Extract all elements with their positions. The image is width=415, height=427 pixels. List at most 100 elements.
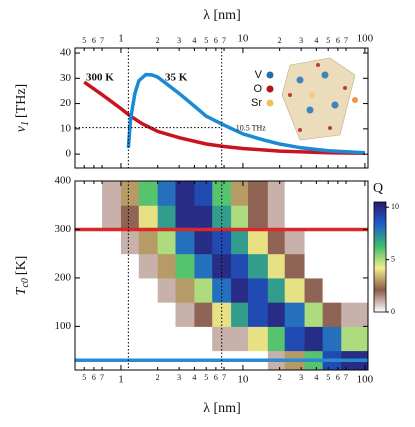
heatmap-cell [341, 229, 368, 255]
x-tick-label: 2 [156, 373, 160, 382]
x-tick-label: 3 [177, 36, 181, 45]
heatmap-cell [322, 253, 342, 279]
atom [352, 97, 358, 103]
plot-area [83, 72, 365, 156]
x-tick-label: 2 [278, 36, 282, 45]
heatmap-cell [267, 205, 286, 230]
x-tick-label: 4 [192, 36, 196, 45]
x-tick-label: 3 [299, 36, 303, 45]
y-label-symbol: T [14, 286, 29, 295]
legend-swatch [266, 71, 274, 79]
heatmap-cell [267, 253, 286, 279]
series-label: 35 K [165, 72, 188, 84]
heatmap-cell [175, 229, 195, 255]
heatmap-cell [120, 253, 140, 279]
heatmap-cell [102, 277, 122, 303]
heatmap-cell [284, 181, 306, 206]
heatmap-cell [231, 277, 249, 303]
heatmap-cell [138, 229, 159, 255]
heatmap-cell [304, 253, 324, 279]
atom [298, 128, 302, 132]
x-tick-label: 7 [222, 36, 226, 45]
x-tick-label: 5 [82, 373, 86, 382]
heatmap-cell [157, 253, 176, 279]
series-label: 300 K [86, 72, 114, 84]
series-line [126, 72, 365, 155]
heatmap-cell [247, 229, 269, 255]
heatmap-cell [341, 205, 368, 230]
x-tick-label: 4 [192, 373, 196, 382]
heatmap-cell [304, 205, 324, 230]
legend-label: V [255, 69, 263, 81]
heatmap-cell [231, 326, 249, 352]
y-tick-label: 300 [55, 223, 72, 235]
heatmap-cell [284, 253, 306, 279]
x-tick-label: 7 [100, 36, 104, 45]
colorbar [373, 201, 387, 313]
heatmap-cell [341, 253, 368, 279]
colorbar-tick-label: 5 [391, 254, 395, 263]
x-tick-label: 6 [214, 36, 218, 45]
heatmap-cell [194, 302, 213, 327]
heatmap-cell [341, 302, 368, 327]
heatmap-cell [75, 326, 103, 352]
heatmap-cell [120, 326, 140, 352]
y-tick-label: 30 [60, 72, 72, 84]
heatmap-cell [284, 277, 306, 303]
heatmap-cell [175, 302, 195, 327]
x-tick-label: 1 [118, 374, 124, 386]
heatmap-cell [75, 205, 103, 230]
heatmap-cell [157, 326, 176, 352]
heatmap-cell [102, 181, 122, 206]
plot-frame [74, 47, 369, 169]
x-tick-label: 10 [237, 374, 249, 386]
crystal-structure [281, 57, 358, 141]
x-tick-label: 4 [314, 373, 318, 382]
atom [343, 86, 347, 90]
heatmap-cell [157, 302, 176, 327]
y-label-unit: [K] [14, 256, 29, 275]
heatmap-cell [341, 326, 368, 352]
heatmap-cell [322, 181, 342, 206]
heatmap-cell [304, 181, 324, 206]
x-tick-label: 5 [326, 36, 330, 45]
x-tick-label: 2 [278, 373, 282, 382]
heatmap-cell [175, 326, 195, 352]
x-tick-label: 100 [357, 33, 374, 45]
heatmap-cell [138, 302, 159, 327]
x-tick-label: 7 [222, 373, 226, 382]
heatmap-cell [75, 229, 103, 255]
y-label-sub: 1 [20, 121, 31, 126]
heatmap-cell [194, 181, 213, 206]
x-tick-label: 7 [344, 373, 348, 382]
atom [296, 76, 304, 84]
colorbar-tick-label: 0 [391, 307, 395, 316]
heatmap-cell [284, 326, 306, 352]
x-tick-label: 3 [177, 373, 181, 382]
atom [309, 92, 315, 98]
heatmap-cell [194, 253, 213, 279]
heatmap-cell [120, 302, 140, 327]
heatmap-cell [322, 302, 342, 327]
x-tick-label: 5 [204, 36, 208, 45]
heatmap-cell [175, 205, 195, 230]
atom [328, 126, 332, 130]
heatmap-cell [231, 205, 249, 230]
x-tick-label: 5 [326, 373, 330, 382]
atom [306, 106, 314, 114]
heatmap-cell [120, 277, 140, 303]
heatmap-cell [247, 277, 269, 303]
heatmap-cell [267, 181, 286, 206]
colorbar-label: Q [373, 181, 383, 196]
heatmap-cell [267, 302, 286, 327]
legend-label: O [253, 83, 262, 95]
heatmap-cell [304, 302, 324, 327]
heatmap-cell [157, 205, 176, 230]
heatmap-cell [102, 205, 122, 230]
atom [331, 101, 339, 109]
x-tick-label: 6 [92, 36, 96, 45]
atom [288, 93, 292, 97]
heatmap-cell [75, 277, 103, 303]
colorbar-tick-label: 10 [391, 202, 399, 211]
